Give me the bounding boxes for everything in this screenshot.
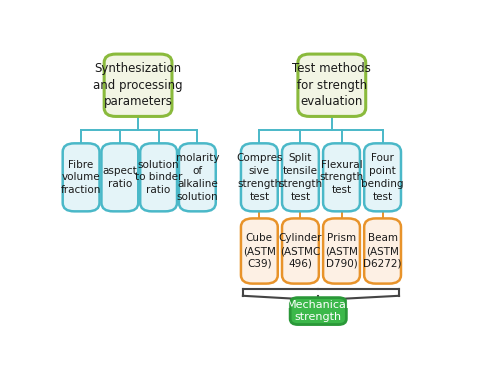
FancyBboxPatch shape: [290, 298, 346, 325]
FancyBboxPatch shape: [102, 144, 138, 211]
FancyBboxPatch shape: [104, 54, 172, 116]
Text: Mechanical
strength: Mechanical strength: [287, 300, 350, 322]
Text: aspect
ratio: aspect ratio: [102, 166, 137, 189]
Text: Cube
(ASTM
C39): Cube (ASTM C39): [243, 233, 276, 269]
Text: Four
point
bending
test: Four point bending test: [362, 153, 404, 202]
FancyBboxPatch shape: [364, 144, 401, 211]
Text: Split
tensile
strength
test: Split tensile strength test: [278, 153, 322, 202]
Text: Flexural
strength
test: Flexural strength test: [320, 160, 364, 195]
Text: Compres
sive
strength
test: Compres sive strength test: [236, 153, 282, 202]
FancyBboxPatch shape: [62, 144, 100, 211]
FancyBboxPatch shape: [323, 144, 360, 211]
FancyBboxPatch shape: [282, 144, 319, 211]
Text: Fibre
volume
fraction: Fibre volume fraction: [61, 160, 102, 195]
FancyBboxPatch shape: [241, 219, 278, 284]
FancyBboxPatch shape: [140, 144, 177, 211]
FancyBboxPatch shape: [282, 219, 319, 284]
FancyBboxPatch shape: [364, 219, 401, 284]
FancyBboxPatch shape: [241, 144, 278, 211]
FancyBboxPatch shape: [179, 144, 216, 211]
Text: molarity
of
alkaline
solution: molarity of alkaline solution: [176, 153, 219, 202]
Text: Beam
(ASTM
D6272): Beam (ASTM D6272): [364, 233, 402, 269]
Text: Prism
(ASTM
D790): Prism (ASTM D790): [325, 233, 358, 269]
FancyBboxPatch shape: [298, 54, 366, 116]
Text: Synthesization
and processing
parameters: Synthesization and processing parameters: [93, 62, 183, 108]
FancyBboxPatch shape: [323, 219, 360, 284]
Text: Test methods
for strength
evaluation: Test methods for strength evaluation: [292, 62, 371, 108]
Text: Cylinder
(ASTMC
496): Cylinder (ASTMC 496): [278, 233, 322, 269]
Text: solution
to binder
ratio: solution to binder ratio: [135, 160, 182, 195]
